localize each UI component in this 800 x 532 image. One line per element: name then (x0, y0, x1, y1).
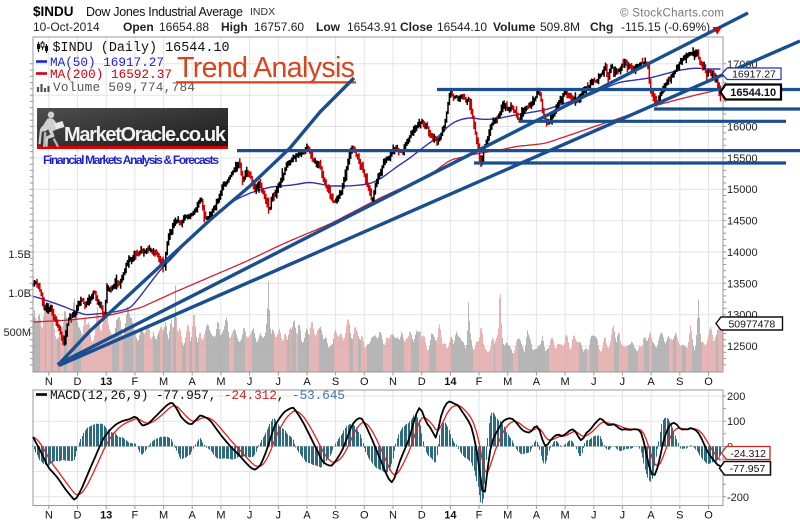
svg-text:Chg: Chg (590, 20, 613, 34)
svg-text:J: J (247, 510, 253, 522)
svg-text:F: F (476, 376, 483, 388)
svg-text:A: A (303, 510, 311, 522)
svg-text:100: 100 (727, 416, 745, 428)
svg-text:Dow Jones Industrial Average: Dow Jones Industrial Average (86, 5, 243, 19)
svg-text:MACD(12,26,9) -77.957, -24.312: MACD(12,26,9) -77.957, -24.312, -53.645 (50, 388, 345, 403)
svg-text:14500: 14500 (727, 216, 758, 228)
svg-text:A: A (647, 376, 655, 388)
svg-text:O: O (360, 510, 369, 522)
svg-text:16544.10: 16544.10 (730, 87, 776, 99)
svg-text:16544.10: 16544.10 (437, 20, 487, 34)
svg-text:N: N (389, 510, 397, 522)
svg-text:M: M (561, 376, 570, 388)
svg-text:Open: Open (123, 20, 154, 34)
svg-text:14: 14 (444, 376, 457, 388)
svg-text:-24.312: -24.312 (730, 448, 766, 460)
svg-text:$INDU: $INDU (33, 4, 74, 19)
svg-text:O: O (704, 376, 713, 388)
svg-text:A: A (303, 376, 311, 388)
svg-text:Close: Close (400, 20, 433, 34)
svg-text:16757.60: 16757.60 (254, 20, 304, 34)
svg-text:S: S (332, 510, 339, 522)
svg-text:12500: 12500 (727, 341, 758, 353)
svg-text:© StockCharts.com: © StockCharts.com (620, 8, 724, 20)
svg-text:A: A (533, 376, 541, 388)
svg-text:14: 14 (444, 510, 457, 522)
svg-text:Financial Markets Analysis & F: Financial Markets Analysis & Forecasts (43, 153, 219, 167)
svg-text:O: O (704, 510, 713, 522)
svg-text:13: 13 (100, 510, 112, 522)
svg-text:J: J (276, 510, 282, 522)
svg-text:High: High (221, 20, 248, 34)
svg-text:S: S (676, 376, 683, 388)
svg-text:$INDU (Daily) 16544.10: $INDU (Daily) 16544.10 (53, 41, 230, 56)
svg-text:D: D (74, 510, 82, 522)
svg-text:1.0B: 1.0B (8, 288, 31, 300)
svg-text:M: M (216, 510, 225, 522)
svg-text:D: D (74, 376, 82, 388)
svg-text:M: M (216, 376, 225, 388)
svg-text:F: F (132, 376, 139, 388)
svg-text:F: F (476, 510, 483, 522)
svg-text:500M: 500M (3, 327, 31, 339)
svg-text:D: D (418, 376, 426, 388)
svg-text:J: J (591, 510, 597, 522)
svg-text:Low: Low (316, 20, 341, 34)
svg-text:16654.88: 16654.88 (159, 20, 209, 34)
svg-text:10-Oct-2014: 10-Oct-2014 (33, 20, 100, 34)
svg-text:-77.957: -77.957 (730, 463, 766, 475)
svg-text:16543.91: 16543.91 (347, 20, 397, 34)
svg-text:-200: -200 (727, 492, 749, 504)
svg-text:J: J (620, 510, 626, 522)
svg-text:M: M (159, 510, 168, 522)
svg-text:A: A (647, 510, 655, 522)
svg-text:15000: 15000 (727, 184, 758, 196)
svg-text:O: O (360, 376, 369, 388)
svg-text:INDX: INDX (250, 6, 275, 18)
svg-text:Trend Analysis: Trend Analysis (177, 52, 355, 84)
svg-text:1.5B: 1.5B (8, 249, 31, 261)
svg-text:S: S (332, 376, 339, 388)
svg-text:J: J (276, 376, 282, 388)
svg-text:J: J (620, 376, 626, 388)
svg-text:J: J (591, 376, 597, 388)
svg-text:MA(50) 16917.27: MA(50) 16917.27 (50, 55, 164, 70)
svg-text:M: M (503, 376, 512, 388)
svg-text:16917.27: 16917.27 (732, 69, 776, 81)
svg-text:D: D (418, 510, 426, 522)
svg-text:13500: 13500 (727, 278, 758, 290)
svg-text:A: A (189, 510, 197, 522)
svg-text:N: N (45, 376, 53, 388)
svg-text:Volume 509,774,784: Volume 509,774,784 (53, 80, 195, 95)
svg-text:MarketOracle.co.uk: MarketOracle.co.uk (64, 124, 227, 146)
svg-text:F: F (132, 510, 139, 522)
svg-text:A: A (189, 376, 197, 388)
svg-text:N: N (45, 510, 53, 522)
svg-text:J: J (247, 376, 253, 388)
svg-text:200: 200 (727, 391, 745, 403)
svg-text:509.8M: 509.8M (540, 20, 580, 34)
svg-text:16000: 16000 (727, 122, 758, 134)
svg-text:MA(200) 16592.37: MA(200) 16592.37 (50, 67, 172, 82)
svg-text:50977478: 50977478 (728, 318, 775, 330)
svg-text:S: S (676, 510, 683, 522)
svg-text:M: M (159, 376, 168, 388)
svg-text:M: M (503, 510, 512, 522)
svg-text:-115.15 (-0.69%): -115.15 (-0.69%) (621, 20, 710, 34)
svg-text:13: 13 (100, 376, 112, 388)
svg-text:N: N (389, 376, 397, 388)
svg-text:M: M (561, 510, 570, 522)
svg-text:A: A (533, 510, 541, 522)
svg-text:Volume: Volume (493, 20, 536, 34)
svg-text:14000: 14000 (727, 247, 758, 259)
